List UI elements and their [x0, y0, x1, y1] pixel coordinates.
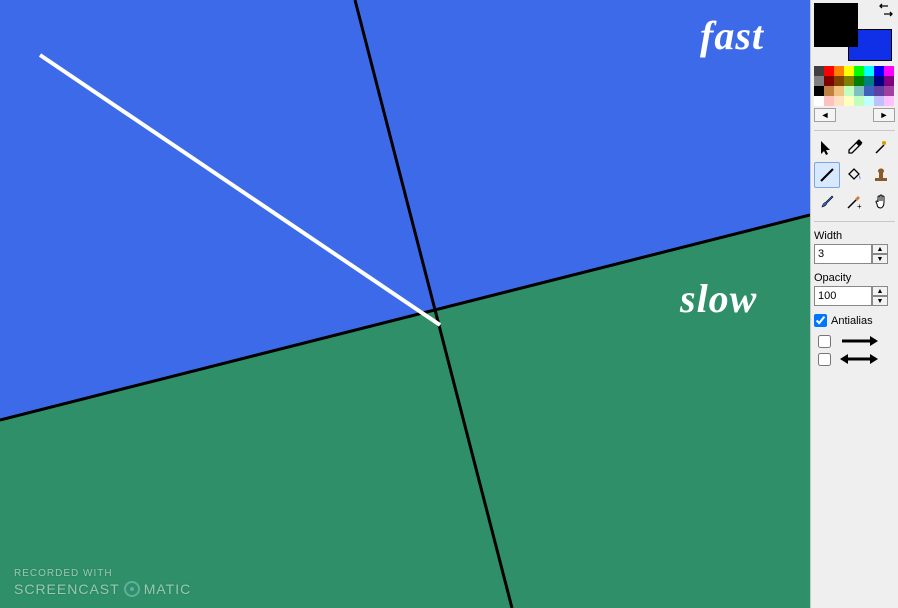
- palette-cell[interactable]: [864, 66, 874, 76]
- palette-cell[interactable]: [884, 66, 894, 76]
- swap-colors-icon[interactable]: [879, 3, 893, 17]
- palette-cell[interactable]: [834, 66, 844, 76]
- palette-cell[interactable]: [814, 76, 824, 86]
- antialias-input[interactable]: [814, 314, 827, 327]
- palette-right-button[interactable]: ►: [873, 108, 895, 122]
- arrow-options: [814, 332, 895, 368]
- palette-cell[interactable]: [814, 86, 824, 96]
- palette-cell[interactable]: [834, 96, 844, 106]
- canvas[interactable]: fast slow RECORDED WITH SCREENCAST MATIC: [0, 0, 810, 608]
- palette-cell[interactable]: [884, 96, 894, 106]
- palette-cell[interactable]: [864, 76, 874, 86]
- width-spinner[interactable]: ▲ ▼: [814, 244, 890, 264]
- palette-cell[interactable]: [834, 86, 844, 96]
- tool-bucket[interactable]: [841, 162, 867, 188]
- retouch-icon: +: [845, 193, 863, 211]
- palette-cell[interactable]: [844, 96, 854, 106]
- color-palette[interactable]: [814, 66, 895, 106]
- opacity-up-button[interactable]: ▲: [872, 286, 888, 296]
- palette-cell[interactable]: [824, 96, 834, 106]
- arrow-end-checkbox[interactable]: [818, 335, 831, 348]
- palette-cell[interactable]: [884, 76, 894, 86]
- palette-cell[interactable]: [864, 96, 874, 106]
- palette-cell[interactable]: [884, 86, 894, 96]
- watermark: RECORDED WITH SCREENCAST MATIC: [14, 567, 191, 598]
- palette-cell[interactable]: [844, 86, 854, 96]
- width-down-button[interactable]: ▼: [872, 254, 888, 264]
- pointer-icon: [818, 139, 836, 157]
- color-swatches: [814, 3, 895, 63]
- tool-stamp[interactable]: [868, 162, 894, 188]
- opacity-spinner[interactable]: ▲ ▼: [814, 286, 890, 306]
- brush-icon: [818, 193, 836, 211]
- watermark-brand-right: MATIC: [144, 580, 192, 598]
- width-up-button[interactable]: ▲: [872, 244, 888, 254]
- bucket-icon: [845, 166, 863, 184]
- arrow-both-icon: [840, 353, 878, 365]
- palette-cell[interactable]: [874, 86, 884, 96]
- divider: [814, 130, 895, 131]
- tool-grid: +: [814, 135, 895, 215]
- palette-cell[interactable]: [844, 76, 854, 86]
- tool-brush[interactable]: [814, 189, 840, 215]
- svg-text:+: +: [857, 202, 862, 211]
- region-label-fast: fast: [700, 12, 764, 59]
- width-label: Width: [814, 230, 895, 242]
- tool-picker[interactable]: [841, 135, 867, 161]
- palette-cell[interactable]: [874, 66, 884, 76]
- palette-cell[interactable]: [814, 96, 824, 106]
- palette-cell[interactable]: [824, 86, 834, 96]
- palette-cell[interactable]: [854, 96, 864, 106]
- arrow-right-icon: [840, 335, 878, 347]
- watermark-ring-icon: [124, 581, 140, 597]
- line-icon: [818, 166, 836, 184]
- opacity-input[interactable]: [814, 286, 872, 306]
- palette-cell[interactable]: [814, 66, 824, 76]
- palette-left-button[interactable]: ◄: [814, 108, 836, 122]
- tool-pan[interactable]: [868, 189, 894, 215]
- primary-color-swatch[interactable]: [814, 3, 858, 47]
- antialias-checkbox[interactable]: Antialias: [814, 314, 895, 327]
- watermark-brand-left: SCREENCAST: [14, 580, 120, 598]
- arrow-both-checkbox[interactable]: [818, 353, 831, 366]
- pan-icon: [872, 193, 890, 211]
- opacity-down-button[interactable]: ▼: [872, 296, 888, 306]
- app-root: fast slow RECORDED WITH SCREENCAST MATIC…: [0, 0, 898, 608]
- sidebar: ◄ ► + Width ▲ ▼ Opacity ▲ ▼ Antialias: [810, 0, 898, 608]
- palette-cell[interactable]: [874, 96, 884, 106]
- tool-line[interactable]: [814, 162, 840, 188]
- palette-cell[interactable]: [864, 86, 874, 96]
- tool-retouch[interactable]: +: [841, 189, 867, 215]
- width-input[interactable]: [814, 244, 872, 264]
- palette-cell[interactable]: [844, 66, 854, 76]
- palette-cell[interactable]: [854, 76, 864, 86]
- tool-wand[interactable]: [868, 135, 894, 161]
- watermark-line1: RECORDED WITH: [14, 567, 191, 580]
- divider: [814, 221, 895, 222]
- wand-icon: [872, 139, 890, 157]
- region-label-slow: slow: [680, 275, 757, 322]
- antialias-text: Antialias: [831, 315, 873, 327]
- opacity-label: Opacity: [814, 272, 895, 284]
- palette-scroll: ◄ ►: [814, 108, 895, 122]
- palette-cell[interactable]: [854, 86, 864, 96]
- picker-icon: [845, 139, 863, 157]
- palette-cell[interactable]: [874, 76, 884, 86]
- stamp-icon: [872, 166, 890, 184]
- tool-pointer[interactable]: [814, 135, 840, 161]
- palette-cell[interactable]: [854, 66, 864, 76]
- palette-cell[interactable]: [824, 76, 834, 86]
- palette-cell[interactable]: [824, 66, 834, 76]
- palette-cell[interactable]: [834, 76, 844, 86]
